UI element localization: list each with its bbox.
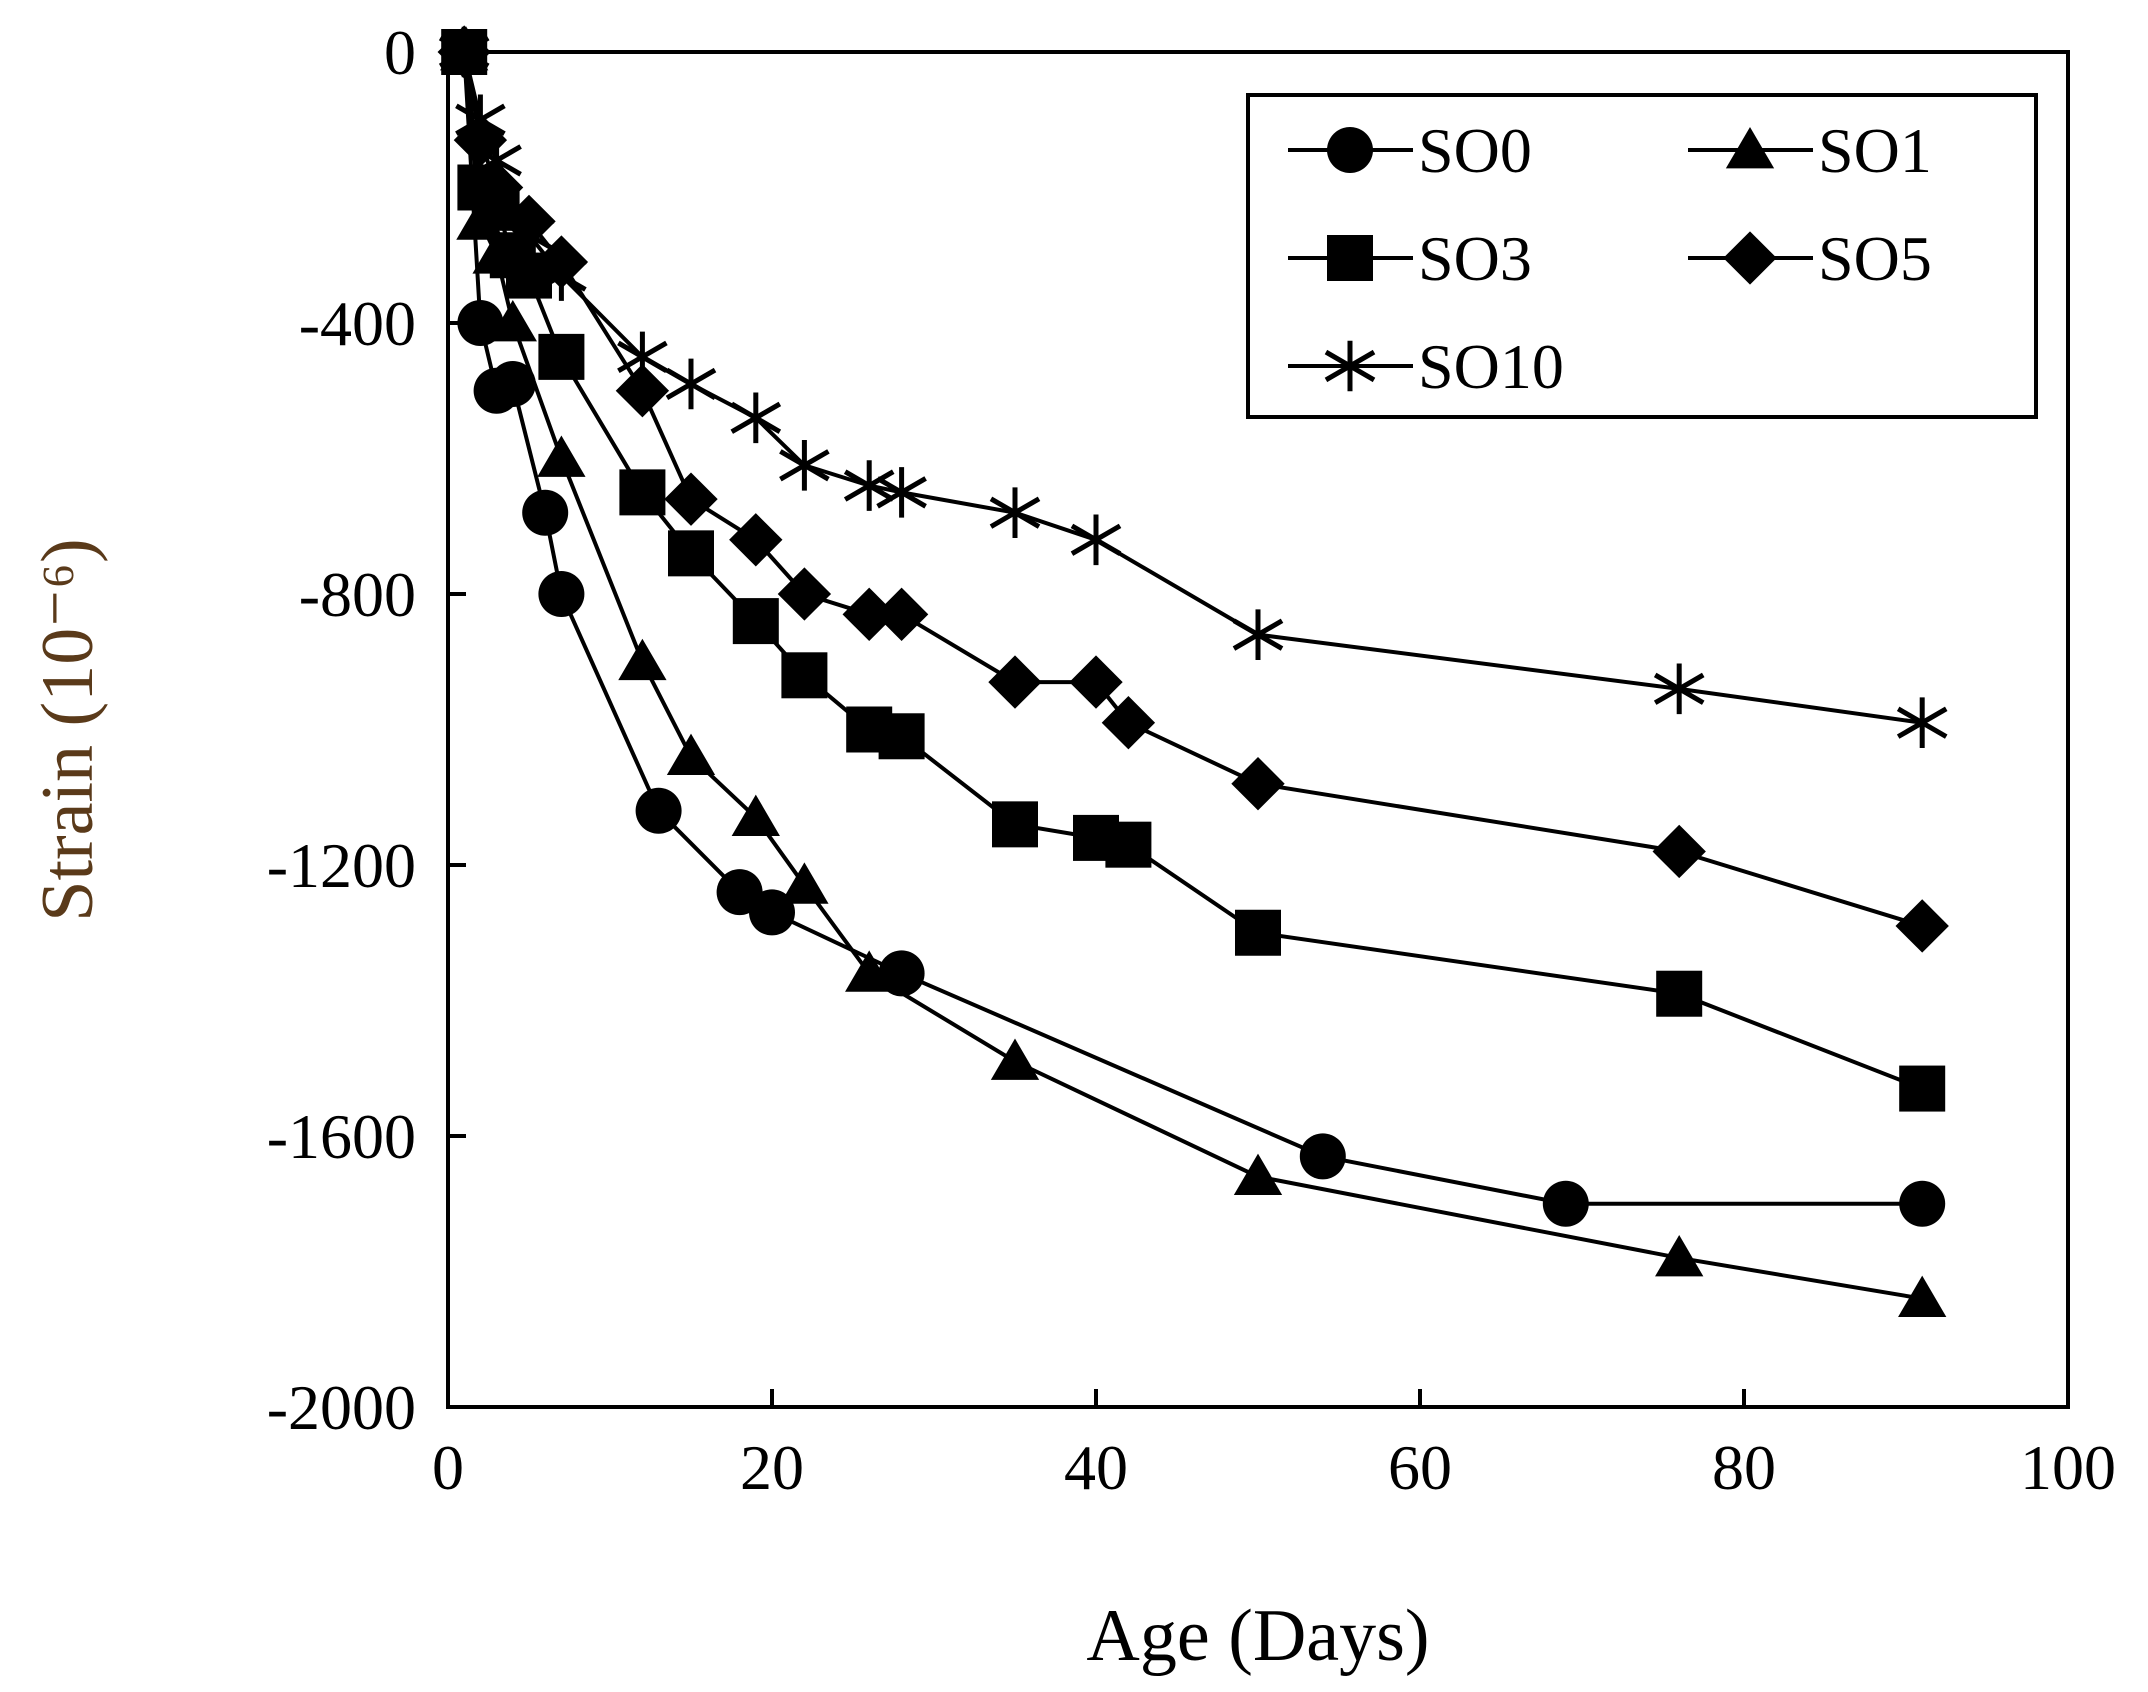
data-point-so0 — [489, 360, 536, 407]
data-point-so10 — [1896, 697, 1948, 749]
data-point-so1 — [537, 435, 586, 477]
y-tick-label: -2000 — [267, 1372, 416, 1443]
data-point-so3 — [1105, 821, 1152, 868]
data-point-so5 — [1231, 757, 1285, 811]
data-point-so1 — [618, 638, 667, 681]
data-point-so10 — [455, 94, 506, 146]
legend-marker-so1 — [1725, 127, 1775, 169]
data-point-so10 — [1070, 514, 1122, 566]
data-point-so1 — [666, 733, 716, 775]
legend-entry-so10: SO10 — [1288, 331, 1564, 402]
y-tick-label: -400 — [299, 288, 416, 359]
data-point-so0 — [635, 787, 682, 834]
data-point-so10 — [843, 460, 895, 511]
legend-marker-so5 — [1723, 231, 1777, 285]
y-tick-label: -800 — [299, 559, 416, 630]
data-point-so5 — [1101, 696, 1156, 750]
data-point-so1 — [488, 300, 537, 342]
data-point-so5 — [777, 567, 832, 621]
data-point-so3 — [781, 652, 828, 699]
legend-label: SO1 — [1818, 115, 1932, 186]
axis-ticks: 0 20 40 60 80 100 0 -400 -800 -1200 -1600 -2000 — [267, 17, 2116, 1503]
series-so10 — [438, 26, 1948, 749]
data-point-so5 — [615, 364, 670, 418]
data-point-so1 — [1898, 1275, 1947, 1317]
data-point-so10 — [989, 487, 1041, 538]
data-point-so5 — [1652, 824, 1706, 879]
data-point-so10 — [438, 26, 490, 78]
legend-entry-so3: SO3 — [1288, 223, 1532, 294]
legend-label: SO5 — [1818, 223, 1932, 294]
data-point-so5 — [842, 587, 896, 642]
plot-area-frame — [446, 50, 2070, 1409]
data-point-so3 — [538, 333, 585, 380]
data-point-so0 — [538, 571, 585, 617]
x-tick-label: 100 — [2020, 1432, 2116, 1503]
data-point-so3 — [732, 598, 779, 645]
data-point-so3 — [1899, 1065, 1946, 1112]
data-point-so1 — [780, 862, 829, 904]
legend-label: SO3 — [1418, 223, 1532, 294]
data-point-so3 — [992, 801, 1038, 848]
data-point-so3 — [878, 713, 925, 760]
data-point-so3 — [668, 530, 714, 577]
data-point-so10 — [1653, 663, 1705, 715]
data-point-so1 — [1233, 1153, 1283, 1196]
data-point-so5 — [469, 160, 524, 215]
data-point-so0 — [522, 489, 569, 536]
data-point-so1 — [990, 1038, 1040, 1080]
series-so3 — [441, 29, 1946, 1112]
data-point-so5 — [664, 472, 718, 526]
data-point-so0 — [1899, 1180, 1946, 1227]
legend-entry-so1: SO1 — [1688, 115, 1932, 186]
series-line-so10 — [462, 51, 1923, 725]
x-tick-label: 80 — [1712, 1432, 1776, 1503]
legend-entry-so0: SO0 — [1288, 115, 1532, 186]
legend: SO0 SO1 SO3 SO5 SO10 — [1246, 93, 2038, 419]
legend-label: SO10 — [1418, 331, 1564, 402]
data-point-so1 — [845, 950, 894, 992]
x-tick-label: 40 — [1064, 1432, 1128, 1503]
data-point-so10 — [876, 467, 927, 518]
x-axis-title: Age (Days) — [1086, 1595, 1429, 1677]
data-point-so10 — [617, 331, 668, 383]
data-point-so3 — [1235, 909, 1281, 956]
y-tick-label: -1600 — [267, 1101, 416, 1172]
data-point-so3 — [1656, 970, 1703, 1017]
data-point-so10 — [471, 135, 522, 186]
y-axis-title: Strain (10⁻⁶) — [27, 538, 109, 921]
data-point-so5 — [729, 513, 783, 567]
data-point-so0 — [1299, 1133, 1346, 1180]
data-point-so10 — [730, 392, 782, 444]
data-point-so10 — [665, 358, 717, 410]
legend-marker-so10 — [1324, 340, 1376, 392]
legend-items: SO0 SO1 SO3 SO5 SO10 — [1288, 115, 1932, 402]
data-point-so5 — [1069, 655, 1123, 709]
legend-marker-so3 — [1327, 235, 1373, 281]
data-point-so5 — [988, 655, 1042, 709]
data-point-so10 — [779, 439, 830, 491]
legend-marker-so0 — [1327, 127, 1373, 173]
data-point-so0 — [1542, 1180, 1589, 1227]
x-tick-label: 60 — [1388, 1432, 1452, 1503]
y-tick-label: -1200 — [267, 830, 416, 901]
data-point-so0 — [457, 300, 504, 346]
series-layer — [437, 25, 1949, 1317]
data-point-so10 — [536, 250, 587, 301]
y-tick-label: 0 — [384, 17, 416, 88]
data-point-so10 — [1232, 609, 1284, 660]
data-point-so5 — [1895, 899, 1949, 953]
data-point-so1 — [731, 794, 780, 836]
legend-entry-so5: SO5 — [1688, 223, 1932, 294]
legend-label: SO0 — [1418, 115, 1532, 186]
data-point-so1 — [1655, 1234, 1704, 1277]
data-point-so10 — [503, 209, 555, 261]
x-tick-label: 20 — [740, 1432, 804, 1503]
data-point-so5 — [874, 587, 929, 642]
x-tick-label: 0 — [432, 1432, 464, 1503]
data-point-so3 — [619, 469, 666, 516]
